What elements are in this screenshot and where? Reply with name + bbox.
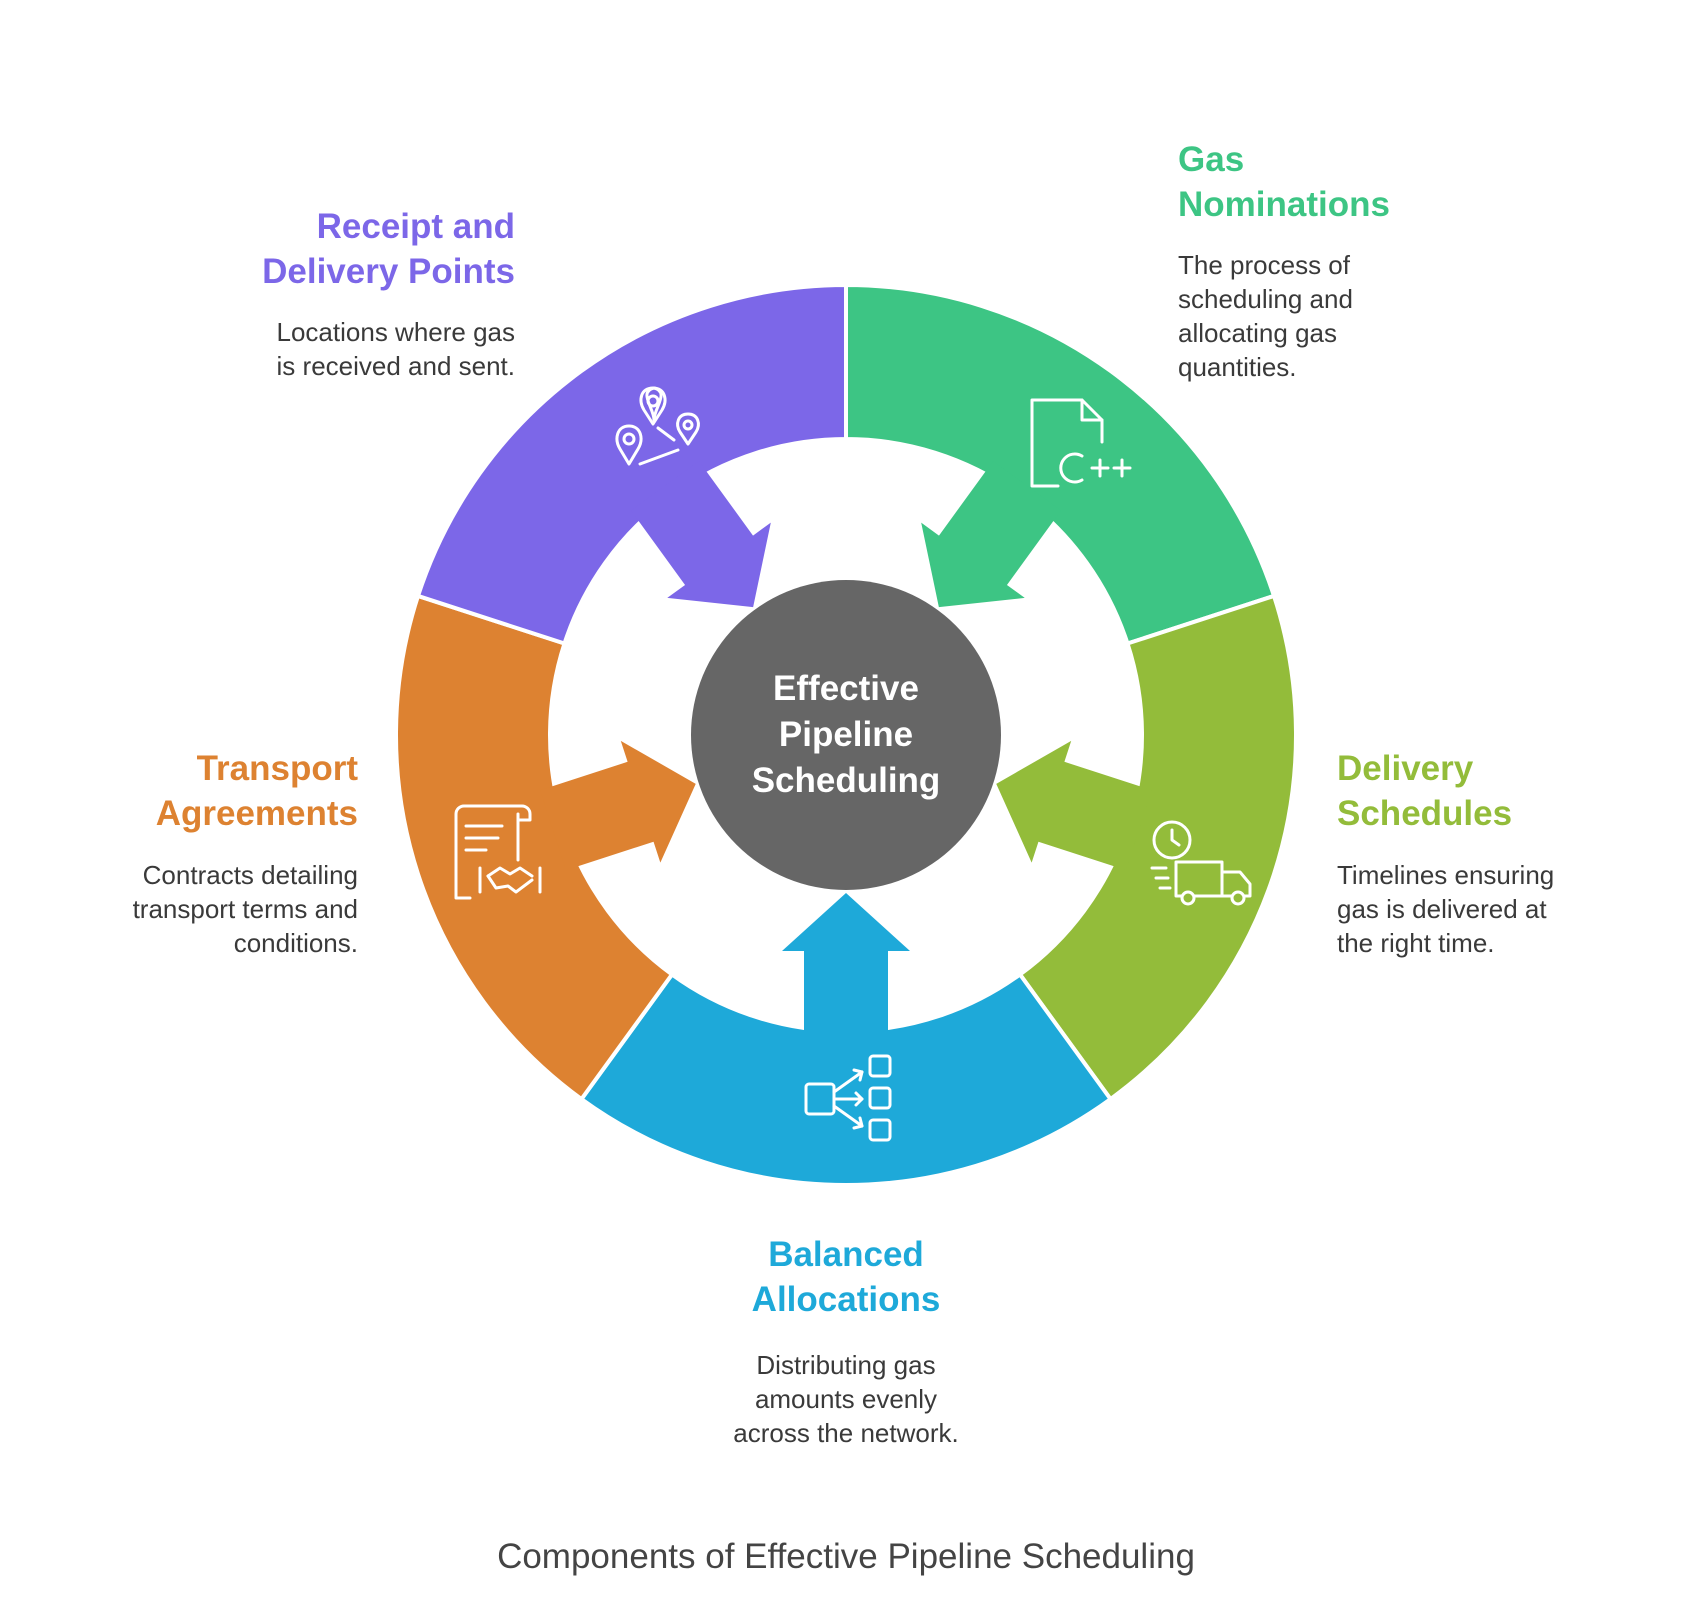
transport-agreements-segment: [394, 593, 675, 1102]
distribution-icon: [804, 1054, 892, 1142]
cpp-file-icon: [1030, 398, 1132, 488]
center-label-line-3: Scheduling: [752, 761, 941, 800]
delivery-schedules-description: Timelines ensuring gas is delivered at t…: [1337, 860, 1555, 958]
gas-nominations-title: Gas Nominations: [1178, 140, 1390, 224]
balanced-allocations-title: Balanced Allocations: [751, 1235, 941, 1319]
delivery-schedules-arrow: [996, 740, 1152, 871]
center-circle: [691, 580, 1001, 890]
receipt-delivery-points-segment: [415, 282, 848, 647]
contract-handshake-icon: [454, 804, 542, 900]
delivery-schedules-title: Delivery Schedules: [1337, 749, 1513, 833]
transport-agreements-title: Transport Agreements: [155, 749, 358, 833]
gas-nominations-description: The process of scheduling and allocating…: [1178, 250, 1353, 382]
balanced-allocations-arrow: [782, 893, 910, 1043]
diagram-caption: Components of Effective Pipeline Schedul…: [497, 1537, 1195, 1576]
delivery-schedules-segment: [1017, 593, 1299, 1102]
center-label-line-1: Effective: [773, 669, 919, 708]
transport-agreements-arrow: [540, 740, 696, 871]
location-pins-icon: [615, 386, 700, 466]
balanced-allocations-description: Distributing gas amounts evenly across t…: [733, 1350, 959, 1448]
receipt-delivery-points-title: Receipt and Delivery Points: [262, 207, 515, 291]
receipt-delivery-points-arrow: [630, 461, 771, 608]
center-label-line-2: Pipeline: [779, 715, 913, 754]
delivery-truck-clock-icon: [1150, 820, 1252, 906]
receipt-delivery-points-description: Locations where gas is received and sent…: [276, 317, 515, 381]
gas-nominations-arrow: [921, 461, 1062, 608]
balanced-allocations-segment: [578, 971, 1114, 1188]
transport-agreements-description: Contracts detailing transport terms and …: [132, 860, 358, 958]
